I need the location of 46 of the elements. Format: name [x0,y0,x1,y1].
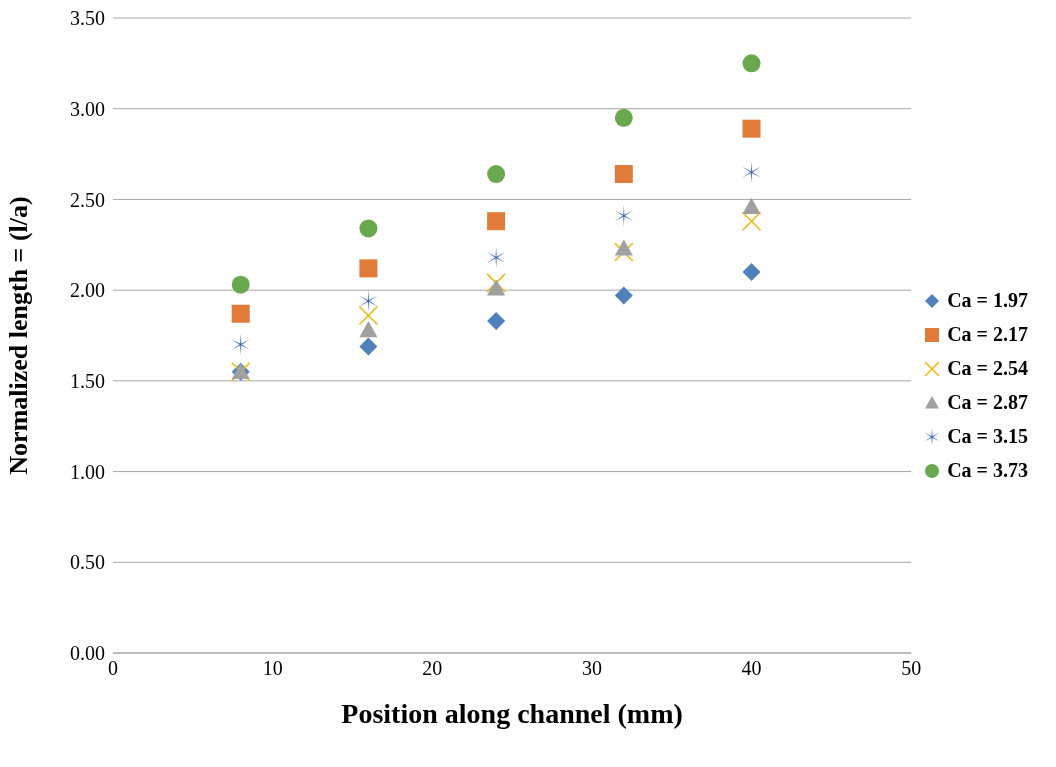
y-tick-label: 1.00 [70,460,105,483]
point [487,311,506,330]
point [741,211,762,231]
point [742,263,761,281]
point [487,279,506,296]
legend-label: Ca = 3.73 [947,459,1028,482]
point [614,108,633,127]
y-tick-label: 2.00 [70,279,105,302]
point [487,212,506,231]
point [358,305,379,326]
point [359,219,378,238]
y-tick-label: 0.00 [70,642,105,665]
point [359,337,378,356]
point [614,242,634,262]
point [486,273,506,293]
point [742,161,761,184]
x-tick-label: 50 [901,657,922,680]
point [359,321,378,338]
point [742,54,761,73]
point [614,239,633,256]
y-tick-label: 0.50 [70,551,105,574]
x-axis-title: Position along channel (mm) [341,698,683,729]
x-tick-label: 10 [262,657,283,680]
point [231,304,250,323]
legend-label: Ca = 2.87 [947,391,1028,414]
y-tick-label: 3.00 [70,97,105,120]
point [231,275,250,294]
legend-label: Ca = 2.54 [947,357,1028,380]
point [742,119,761,138]
point [359,290,378,312]
point [487,165,506,184]
legend-label: Ca = 3.15 [947,425,1028,448]
y-tick-label: 2.50 [70,188,105,211]
x-tick-label: 20 [422,657,443,680]
legend-label: Ca = 1.97 [947,289,1028,312]
point [614,165,633,184]
point [359,259,378,278]
x-tick-label: 40 [741,657,762,680]
x-tick-label: 0 [108,657,118,680]
y-tick-label: 1.50 [70,369,105,392]
point [614,286,633,305]
point [742,197,761,214]
y-tick-label: 3.50 [70,7,105,30]
y-axis-title: Normalized length = (l/a) [4,196,34,475]
legend-label: Ca = 2.17 [947,323,1028,346]
x-tick-label: 30 [581,657,602,680]
